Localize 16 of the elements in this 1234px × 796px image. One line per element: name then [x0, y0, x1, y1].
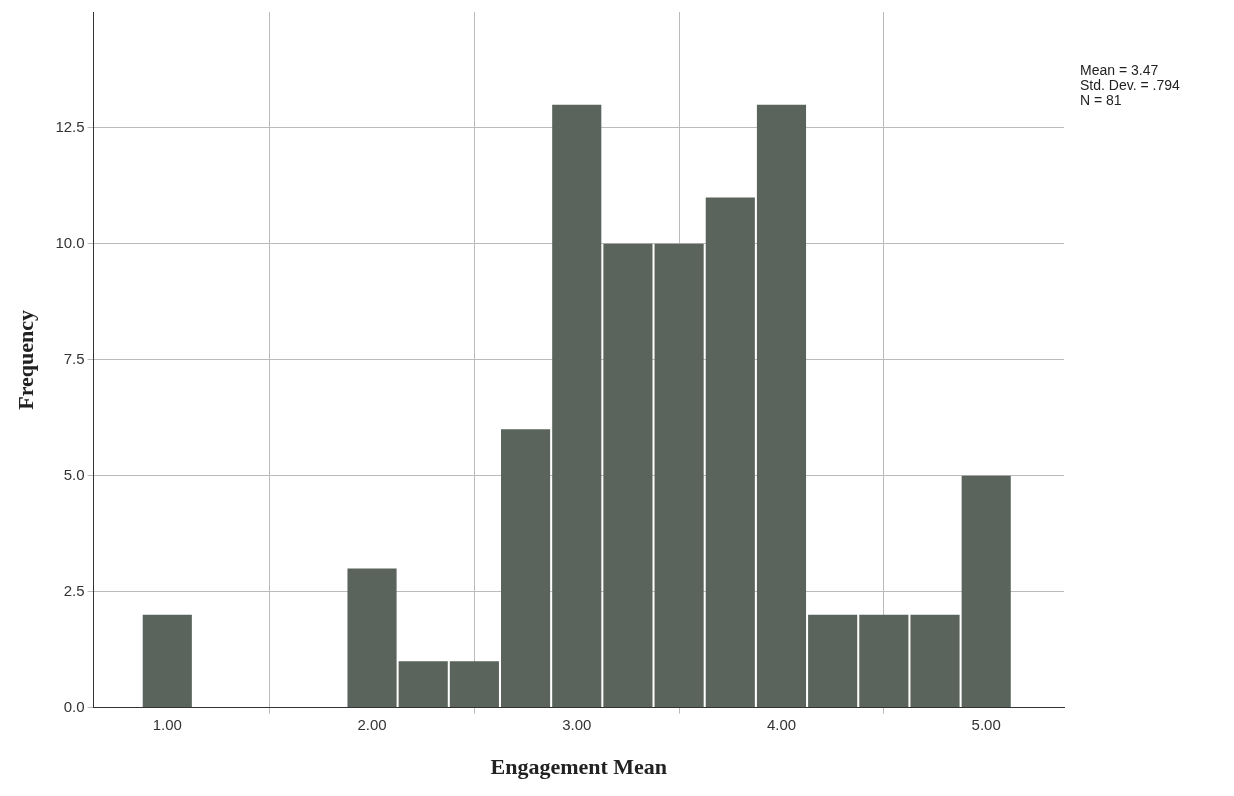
x-tick-label: 3.00 [562, 715, 592, 733]
x-tick-label: 1.00 [152, 715, 182, 733]
y-tick-label: 12.5 [55, 118, 85, 136]
x-tick-label: 5.00 [971, 715, 1001, 733]
x-axis-title: Engagement Mean [490, 754, 668, 780]
x-tick-label: 4.00 [766, 715, 797, 733]
y-tick-label: 2.5 [63, 581, 85, 599]
y-tick-label: 7.5 [63, 349, 85, 367]
y-axis-title: Frequency [12, 309, 38, 410]
y-tick-label: 0.0 [63, 697, 85, 715]
text: Std. Dev. = .794 [1080, 76, 1180, 93]
x-tick-label: 2.00 [357, 715, 387, 733]
y-tick-label: 5.0 [63, 465, 85, 483]
y-tick-label: 10.0 [55, 234, 85, 252]
text: N = 81 [1080, 91, 1122, 108]
text: Mean = 3.47 [1080, 61, 1159, 78]
